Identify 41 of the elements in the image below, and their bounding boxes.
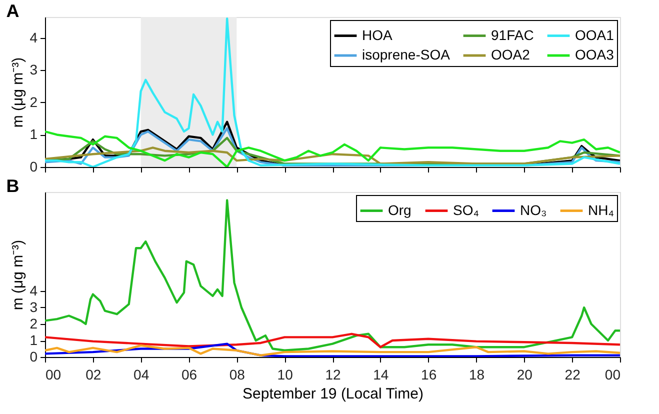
line-series bbox=[45, 332, 620, 348]
x-tick-label: 10 bbox=[277, 366, 294, 382]
y-axis-title: m (μg m⁻³) bbox=[10, 57, 27, 128]
y-tick-label: 2 bbox=[30, 316, 38, 332]
x-tick-label: 12 bbox=[325, 366, 341, 382]
x-tick-label: 18 bbox=[468, 366, 485, 382]
y-tick-label: 3 bbox=[30, 299, 38, 315]
legend-label: HOA bbox=[362, 26, 393, 43]
legend-label: OOA1 bbox=[575, 26, 614, 43]
legend-label: 91FAC bbox=[491, 26, 534, 43]
x-tick-label: 04 bbox=[134, 366, 150, 382]
y-tick-label: 1 bbox=[30, 126, 38, 142]
legend-label: NO₃ bbox=[520, 202, 547, 218]
legend-label: isoprene-SOA bbox=[362, 46, 451, 62]
x-tick-label: 08 bbox=[229, 366, 246, 382]
x-tick-label: 06 bbox=[181, 366, 198, 382]
x-tick-label: 16 bbox=[421, 366, 437, 382]
x-tick-label: 22 bbox=[564, 366, 581, 382]
x-tick-label: 20 bbox=[516, 366, 533, 382]
legend-label: OOA2 bbox=[491, 46, 530, 62]
legend-label: OOA3 bbox=[575, 46, 614, 62]
y-tick-label: 2 bbox=[30, 94, 38, 110]
y-tick-label: 4 bbox=[30, 282, 38, 298]
line-series bbox=[45, 146, 620, 165]
legend-label: SO₄ bbox=[453, 202, 480, 218]
line-series bbox=[45, 199, 620, 352]
y-tick-label: 4 bbox=[30, 29, 38, 46]
x-tick-label: 00 bbox=[604, 366, 621, 382]
x-tick-label: 14 bbox=[373, 366, 389, 382]
legend-label: NH₄ bbox=[588, 202, 614, 218]
y-axis-title: m (μg m⁻³) bbox=[10, 240, 27, 310]
legend-label: Org bbox=[388, 202, 412, 218]
y-tick-label: 3 bbox=[30, 62, 38, 78]
x-tick-label: 00 bbox=[46, 366, 62, 382]
x-tick-label: 02 bbox=[86, 366, 102, 382]
y-tick-label: 0 bbox=[30, 158, 38, 174]
chart-title: A bbox=[6, 1, 20, 21]
chart-title: B bbox=[6, 176, 20, 196]
y-tick-label: 1 bbox=[30, 332, 38, 348]
x-axis-title: September 19 (Local Time) bbox=[242, 386, 424, 402]
y-tick-label: 0 bbox=[30, 348, 38, 364]
